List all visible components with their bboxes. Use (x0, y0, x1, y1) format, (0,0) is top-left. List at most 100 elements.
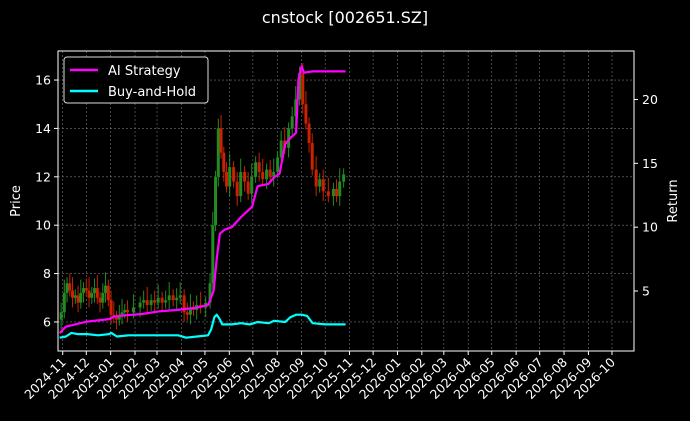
candle-body (175, 297, 179, 301)
y2-tick-label: 10 (642, 220, 658, 235)
candle-body (338, 181, 342, 197)
candle-body (182, 295, 186, 313)
candle-body (243, 171, 247, 182)
candle-body (185, 312, 189, 315)
candle-body (211, 225, 215, 284)
buy-and-hold-line (59, 313, 346, 339)
candle-body (314, 169, 318, 187)
candle-body (268, 169, 272, 177)
candle-body (254, 162, 258, 177)
candle-body (95, 288, 99, 298)
candle-body (87, 290, 91, 298)
candle-body (82, 288, 86, 293)
candle-body (84, 288, 88, 291)
candle-body (239, 171, 243, 197)
candle-body (171, 295, 175, 301)
candle-body (222, 152, 226, 172)
series-lines (58, 65, 346, 339)
chart-title: cnstock [002651.SZ] (262, 8, 428, 27)
candle-body (301, 72, 305, 105)
candle-body (76, 295, 80, 303)
y-tick-label: 8 (43, 266, 51, 281)
y2-tick-label: 15 (642, 156, 658, 171)
candle-body (59, 312, 63, 320)
candle-body (178, 295, 182, 298)
candle-body (123, 309, 127, 313)
y-tick-label: 14 (35, 121, 51, 136)
candle-body (232, 167, 236, 182)
legend-label-buy-and-hold: Buy-and-Hold (108, 85, 196, 100)
candle-body (276, 157, 280, 172)
candle-body (109, 300, 113, 315)
candle-body (90, 292, 94, 298)
candle-body (98, 297, 102, 303)
candle-body (120, 312, 124, 315)
candle-body (257, 162, 261, 172)
candle-body (164, 300, 168, 303)
candle-body (117, 314, 121, 320)
candlesticks (59, 63, 346, 330)
candle-body (73, 295, 77, 298)
candle-body (153, 300, 157, 303)
y2-tick-label: 20 (642, 92, 658, 107)
candle-body (71, 290, 75, 298)
candle-body (214, 176, 218, 226)
axes: 2024-112024-122025-012025-022025-032025-… (21, 73, 658, 403)
candle-body (235, 181, 239, 197)
candle-body (62, 292, 66, 313)
candle-body (145, 300, 149, 306)
y2-axis-label: Return (666, 179, 681, 222)
candle-body (250, 176, 254, 194)
candle-body (142, 300, 146, 303)
y2-tick-label: 5 (642, 284, 650, 299)
plot-frame (57, 50, 635, 352)
candle-body (126, 309, 130, 313)
candle-body (279, 140, 283, 158)
candle-body (156, 297, 160, 303)
candle-body (294, 99, 298, 117)
y-tick-label: 10 (35, 218, 51, 233)
candle-body (265, 169, 269, 180)
candle-body (290, 116, 294, 129)
candle-body (318, 179, 322, 187)
candle-body (68, 283, 72, 291)
candle-body (65, 283, 69, 293)
candle-body (272, 171, 276, 177)
candle-body (138, 302, 142, 308)
y-tick-label: 16 (35, 73, 51, 88)
candle-body (310, 142, 314, 170)
candle-body (106, 285, 110, 301)
legend-label-ai-strategy: AI Strategy (108, 64, 181, 79)
candle-body (101, 292, 105, 303)
candle-body (115, 317, 119, 320)
candle-body (149, 300, 153, 306)
candle-body (131, 307, 135, 313)
y-axis-label: Price (9, 185, 24, 217)
candle-body (298, 72, 302, 100)
candle-body (326, 191, 330, 197)
candle-body (208, 283, 212, 303)
candle-body (167, 295, 171, 301)
y-tick-label: 12 (35, 169, 51, 184)
candle-body (104, 285, 108, 293)
candle-body (342, 174, 346, 182)
candle-body (216, 128, 220, 177)
candle-body (228, 167, 232, 187)
candle-body (79, 292, 83, 303)
candle-body (188, 307, 192, 315)
candle-body (331, 188, 335, 197)
y-tick-label: 6 (43, 314, 51, 329)
candle-body (225, 171, 229, 187)
candle-body (307, 123, 311, 143)
candle-body (321, 179, 325, 192)
candle-body (287, 128, 291, 148)
candle-body (219, 128, 223, 153)
legend-box (63, 56, 209, 104)
legend: AI Strategy Buy-and-Hold (63, 56, 209, 104)
candle-body (304, 104, 308, 124)
candle-body (261, 171, 265, 180)
candle-body (335, 188, 339, 197)
candle-body (246, 181, 250, 194)
